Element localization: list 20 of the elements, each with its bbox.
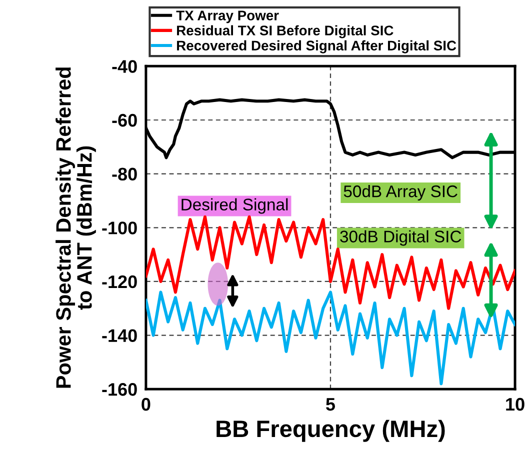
y-tick-label: -160 [102, 383, 137, 396]
line-series [146, 215, 516, 310]
y-tick-label: -40 [112, 60, 137, 73]
y-tick-label: -120 [102, 275, 137, 288]
y-axis-title: Power Spectral Density Referred to ANT (dBm/Hz) [56, 67, 96, 388]
x-tick-label: 5 [326, 398, 336, 411]
y-tick-label: -80 [112, 168, 137, 181]
x-axis-title: BB Frequency (MHz) [216, 420, 445, 442]
y-tick-label: -100 [102, 222, 137, 234]
line-series [146, 290, 516, 386]
annotation: 30dB Digital SIC [340, 230, 462, 246]
legend-label: Recovered Desired Signal After Digital SIC [177, 40, 456, 54]
annotation: Desired Signal [182, 198, 288, 214]
legend-label: TX Array Power [176, 10, 279, 24]
y-tick-label: -140 [102, 329, 137, 342]
x-tick-label: 0 [142, 398, 150, 411]
annotation: 50dB Array SIC [344, 184, 458, 201]
legend-label: Residual TX SI Before Digital SIC [177, 25, 394, 38]
y-tick-label: -60 [112, 114, 137, 127]
x-tick-label: 10 [506, 398, 524, 411]
